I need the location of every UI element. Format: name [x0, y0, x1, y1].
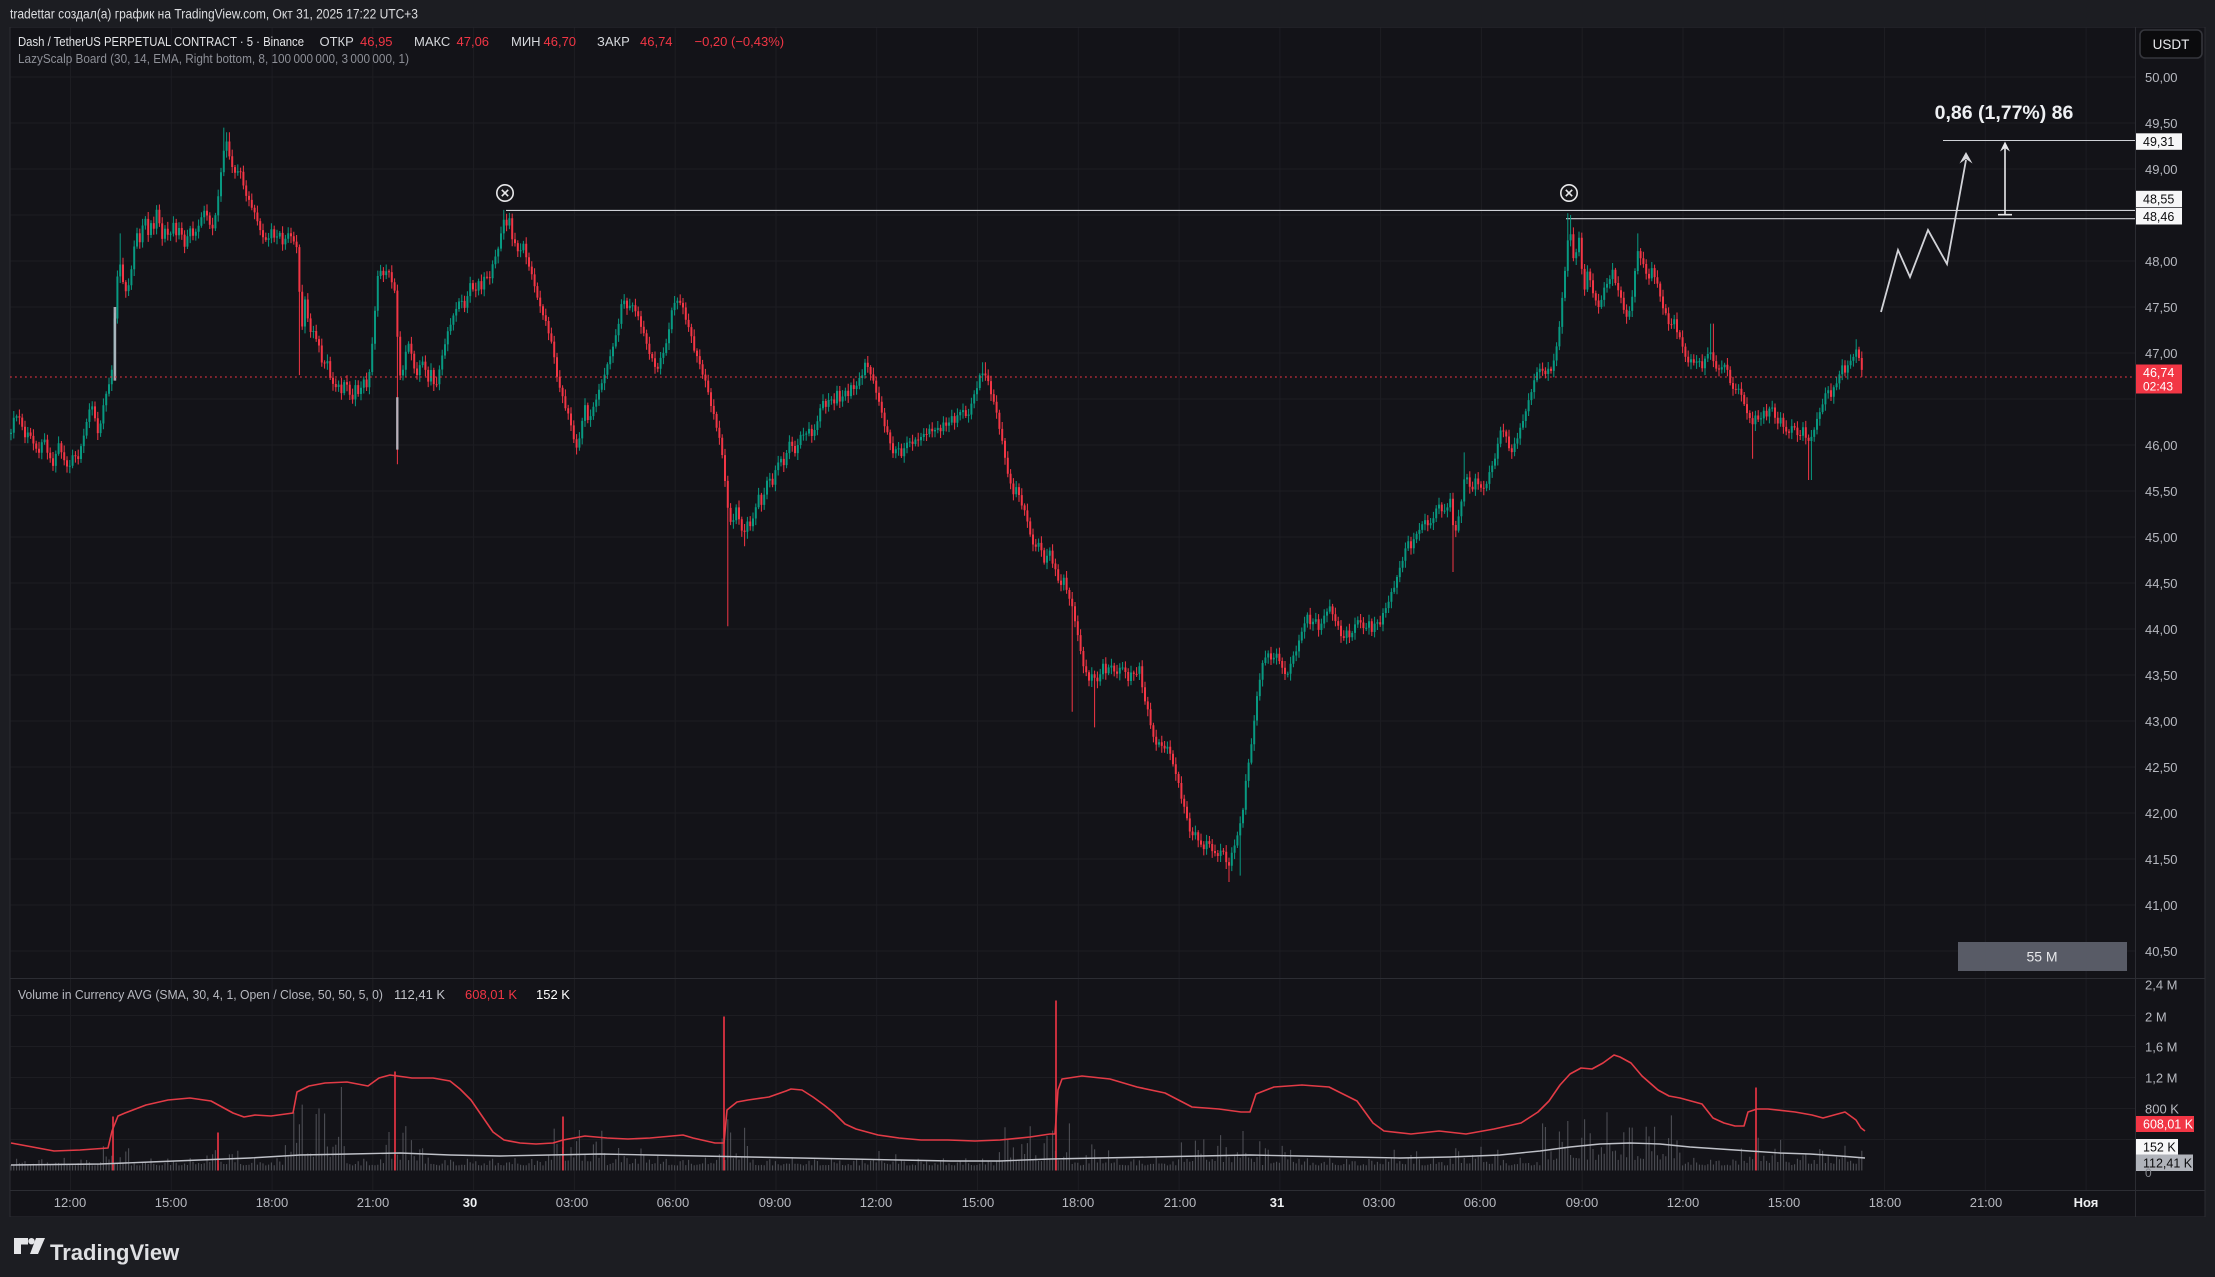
svg-text:44,00: 44,00 [2145, 622, 2178, 637]
svg-text:48,55: 48,55 [2143, 193, 2174, 207]
svg-text:tradettar создал(а) график на: tradettar создал(а) график на TradingVie… [10, 7, 418, 22]
svg-text:1,6 M: 1,6 M [2145, 1040, 2178, 1055]
svg-text:49,50: 49,50 [2145, 116, 2178, 131]
svg-text:Ноя: Ноя [2074, 1195, 2099, 1210]
svg-text:30: 30 [463, 1195, 477, 1210]
svg-text:800 K: 800 K [2145, 1102, 2179, 1117]
svg-text:55 M: 55 M [2026, 949, 2057, 965]
svg-text:1,2 M: 1,2 M [2145, 1071, 2178, 1086]
svg-text:18:00: 18:00 [256, 1195, 289, 1210]
svg-text:USDT: USDT [2153, 37, 2190, 52]
svg-text:06:00: 06:00 [657, 1195, 690, 1210]
svg-text:50,00: 50,00 [2145, 70, 2178, 85]
svg-text:09:00: 09:00 [1566, 1195, 1599, 1210]
svg-text:608,01 K: 608,01 K [2143, 1118, 2194, 1132]
svg-text:02:43: 02:43 [2143, 380, 2173, 394]
svg-text:03:00: 03:00 [1363, 1195, 1396, 1210]
svg-text:112,41 K: 112,41 K [2143, 1156, 2193, 1170]
svg-text:46,74: 46,74 [2143, 366, 2174, 380]
svg-text:40,50: 40,50 [2145, 944, 2178, 959]
svg-text:12:00: 12:00 [1667, 1195, 1700, 1210]
svg-text:Dash / TetherUS PERPETUAL CONT: Dash / TetherUS PERPETUAL CONTRACT · 5 ·… [18, 34, 304, 49]
svg-text:03:00: 03:00 [556, 1195, 589, 1210]
svg-text:15:00: 15:00 [962, 1195, 995, 1210]
svg-text:152 K: 152 K [2143, 1140, 2176, 1154]
svg-text:21:00: 21:00 [357, 1195, 390, 1210]
svg-text:47,50: 47,50 [2145, 300, 2178, 315]
svg-text:21:00: 21:00 [1164, 1195, 1197, 1210]
svg-text:45,50: 45,50 [2145, 484, 2178, 499]
svg-text:15:00: 15:00 [155, 1195, 188, 1210]
svg-text:12:00: 12:00 [860, 1195, 893, 1210]
svg-text:43,50: 43,50 [2145, 668, 2178, 683]
svg-text:31: 31 [1270, 1195, 1284, 1210]
svg-text:18:00: 18:00 [1869, 1195, 1902, 1210]
svg-text:608,01 K: 608,01 K [465, 987, 517, 1002]
svg-text:LazyScalp Board (30, 14, EMA,: LazyScalp Board (30, 14, EMA, Right bott… [18, 51, 409, 66]
svg-text:46,00: 46,00 [2145, 438, 2178, 453]
svg-text:42,50: 42,50 [2145, 760, 2178, 775]
svg-text:2 M: 2 M [2145, 1010, 2167, 1025]
svg-text:06:00: 06:00 [1464, 1195, 1497, 1210]
svg-text:15:00: 15:00 [1768, 1195, 1801, 1210]
svg-text:48,00: 48,00 [2145, 254, 2178, 269]
svg-text:09:00: 09:00 [759, 1195, 792, 1210]
svg-text:12:00: 12:00 [54, 1195, 87, 1210]
svg-text:18:00: 18:00 [1062, 1195, 1095, 1210]
svg-text:152 K: 152 K [536, 987, 570, 1002]
svg-text:49,31: 49,31 [2143, 135, 2174, 149]
svg-text:0: 0 [2145, 1166, 2152, 1180]
svg-text:43,00: 43,00 [2145, 714, 2178, 729]
svg-text:45,00: 45,00 [2145, 530, 2178, 545]
svg-text:41,00: 41,00 [2145, 898, 2178, 913]
svg-text:49,00: 49,00 [2145, 162, 2178, 177]
svg-text:42,00: 42,00 [2145, 806, 2178, 821]
svg-text:Volume in Currency AVG (SMA, 3: Volume in Currency AVG (SMA, 30, 4, 1, O… [18, 987, 383, 1002]
svg-text:112,41 K: 112,41 K [394, 987, 445, 1002]
svg-text:44,50: 44,50 [2145, 576, 2178, 591]
svg-text:TradingView: TradingView [50, 1240, 180, 1265]
svg-text:48,46: 48,46 [2143, 210, 2174, 224]
svg-text:47,00: 47,00 [2145, 346, 2178, 361]
svg-text:2,4 M: 2,4 M [2145, 978, 2178, 993]
svg-text:0,86 (1,77%) 86: 0,86 (1,77%) 86 [1935, 102, 2074, 124]
svg-text:41,50: 41,50 [2145, 852, 2178, 867]
svg-text:21:00: 21:00 [1970, 1195, 2003, 1210]
